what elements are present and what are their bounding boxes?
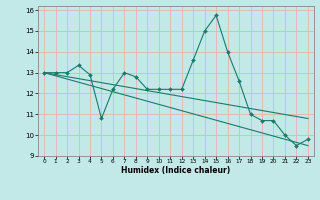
X-axis label: Humidex (Indice chaleur): Humidex (Indice chaleur) xyxy=(121,166,231,175)
